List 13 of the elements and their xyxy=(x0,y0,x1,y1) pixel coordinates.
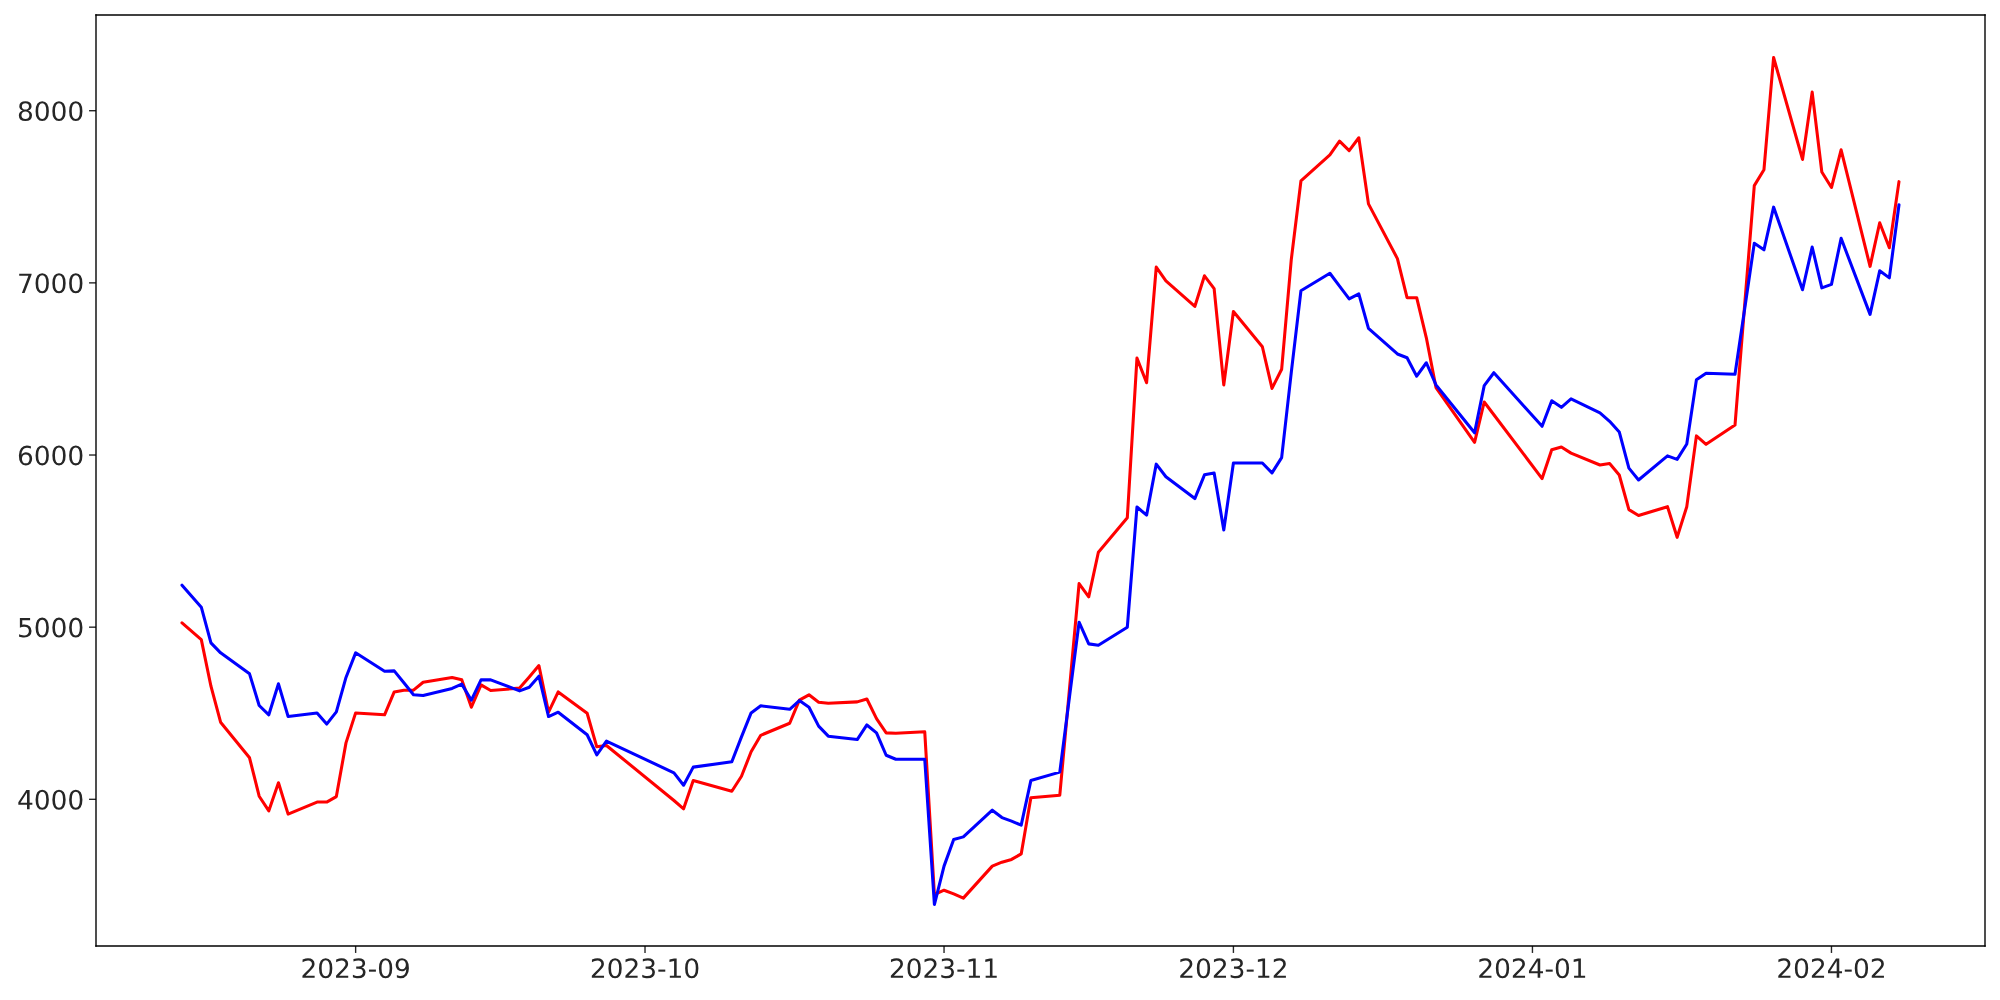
line-series xyxy=(180,55,1901,900)
line-series xyxy=(180,203,1901,907)
x-tick-label: 2023-12 xyxy=(1180,958,1286,979)
x-tick-label: 2024-02 xyxy=(1778,958,1884,979)
x-tick-label: 2023-11 xyxy=(890,958,997,979)
y-tick-label: 8000 xyxy=(18,101,83,122)
y-tick-label: 4000 xyxy=(18,789,83,810)
x-tick-label: 2024-01 xyxy=(1479,958,1586,979)
y-tick-label: 7000 xyxy=(19,273,83,294)
x-tick-label: 2023-10 xyxy=(591,958,699,979)
x-tick-label: 2023-09 xyxy=(302,958,409,979)
y-tick-label: 5000 xyxy=(19,617,83,638)
y-tick-label: 6000 xyxy=(18,445,83,466)
